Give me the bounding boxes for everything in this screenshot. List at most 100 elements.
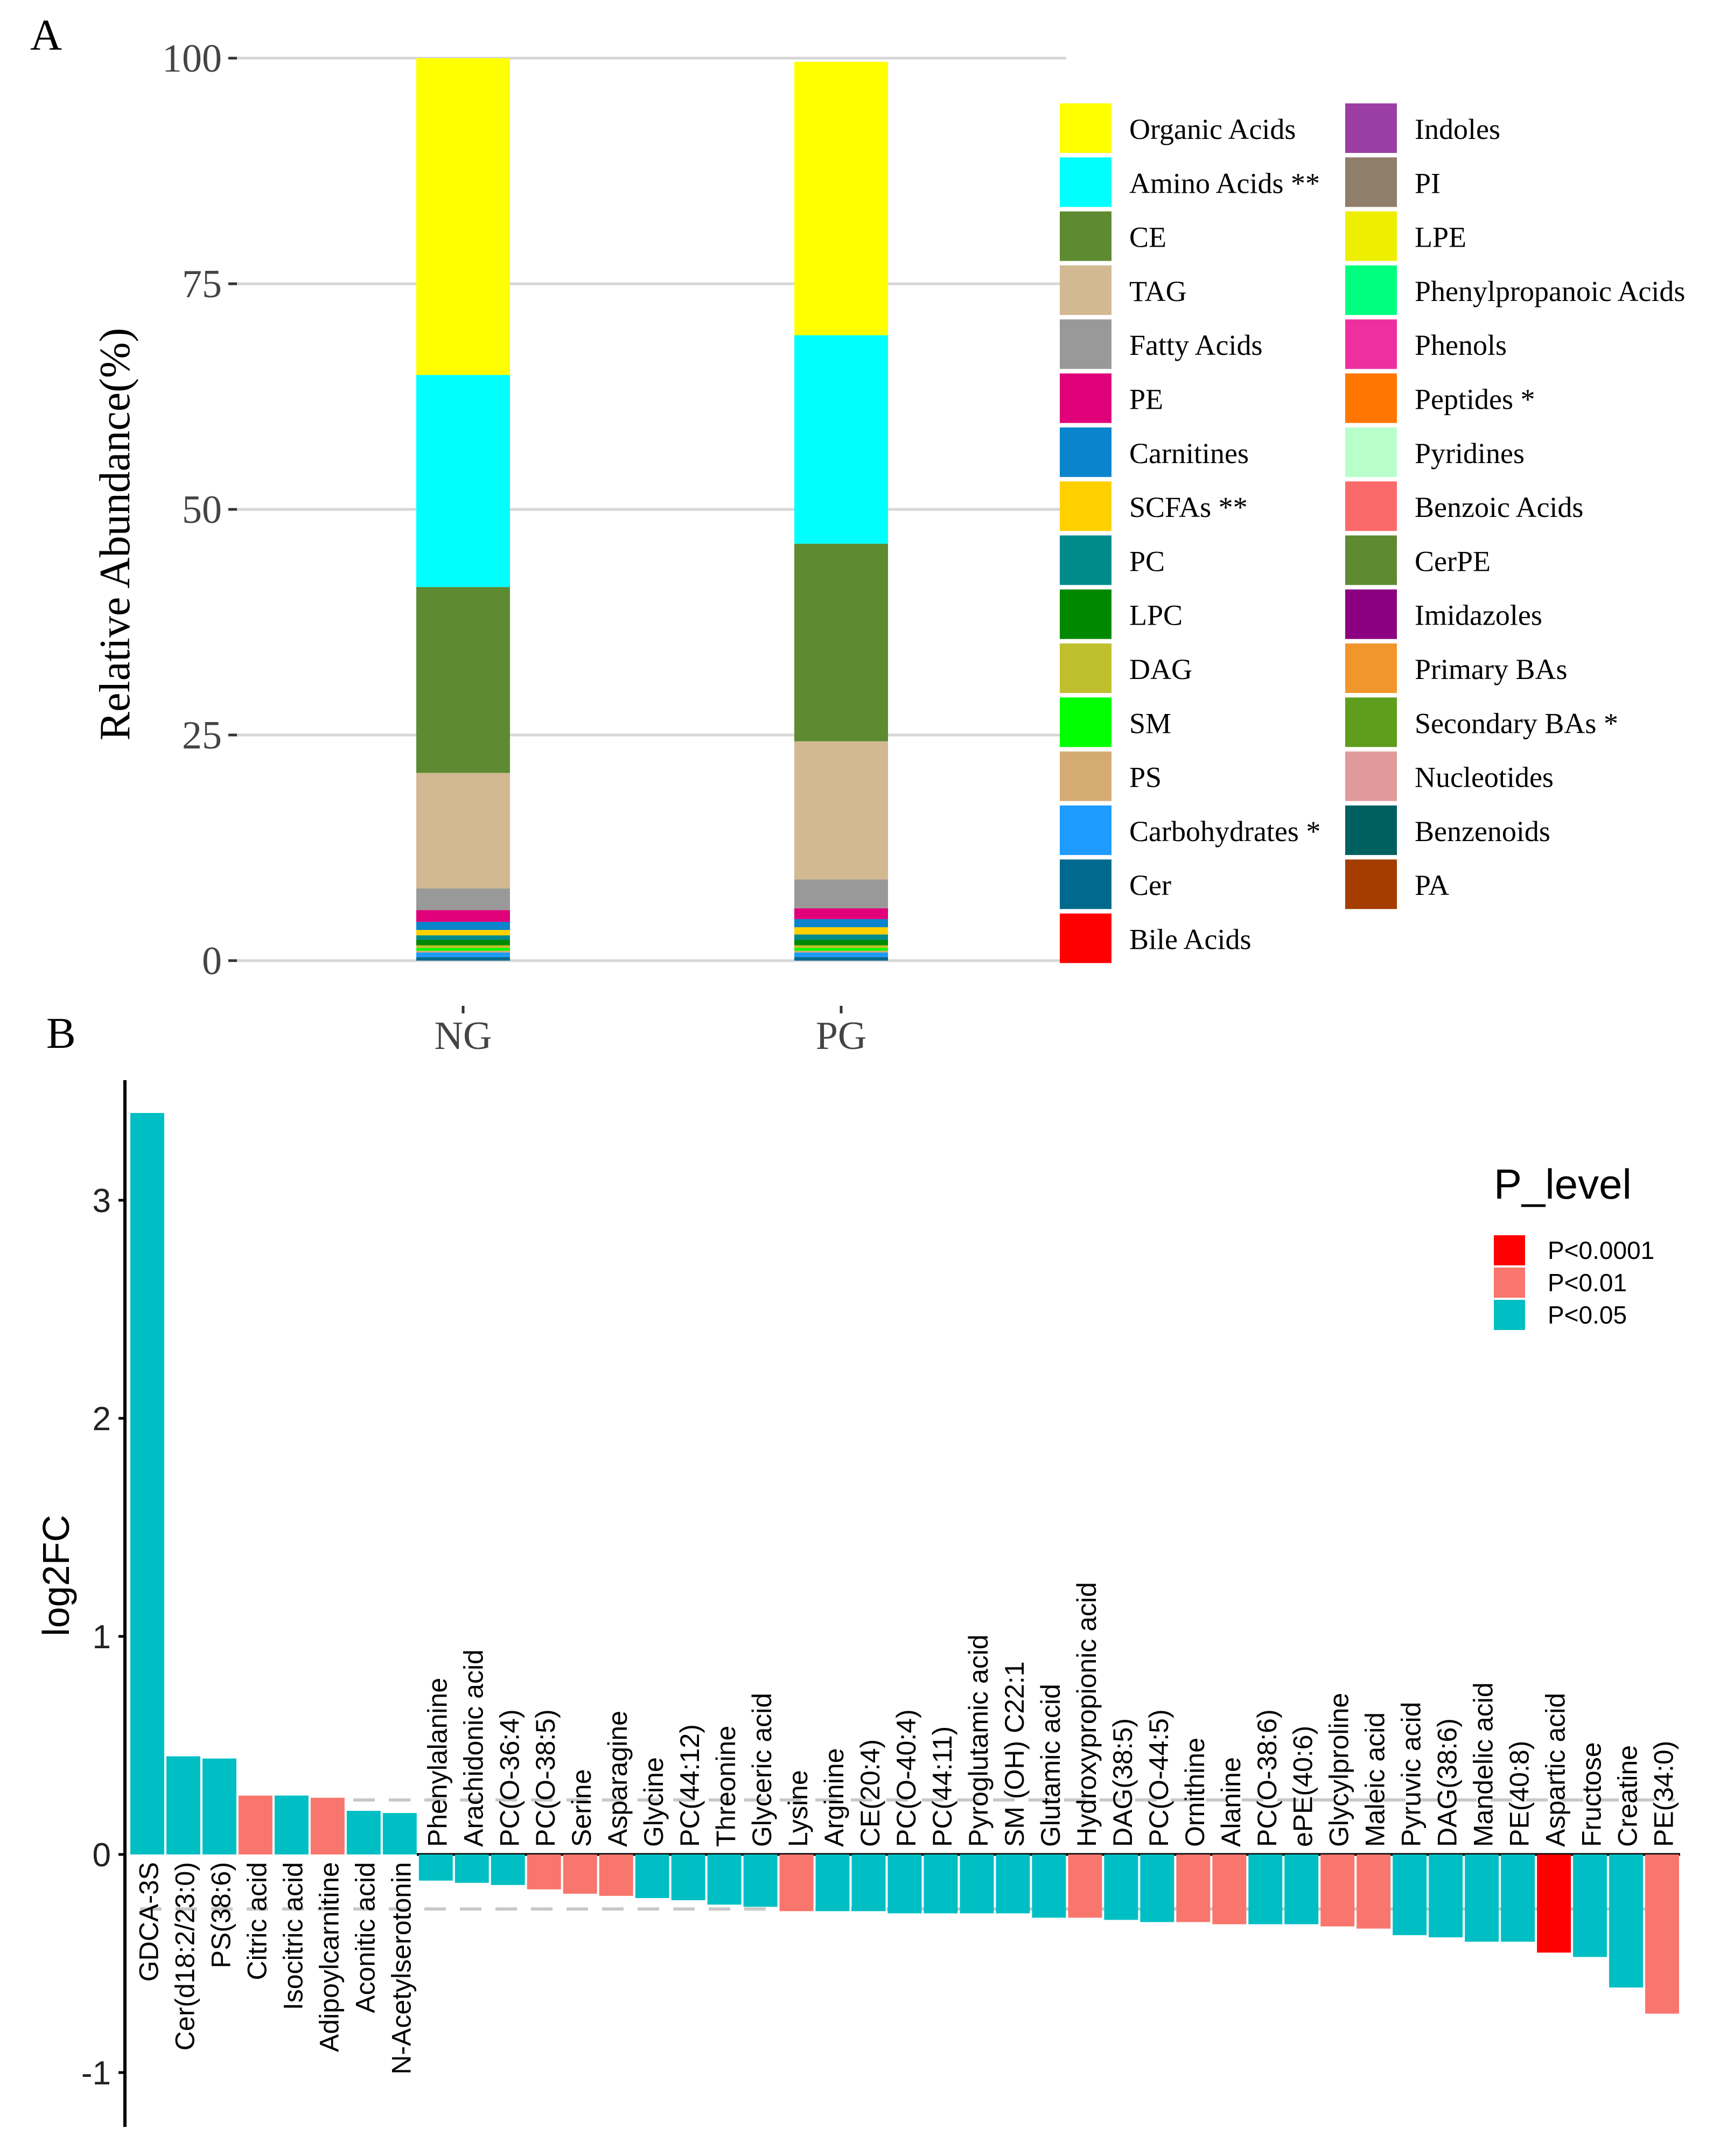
bar-ce-20-4 [851,1854,886,1912]
panel-a-bars [416,58,888,961]
category-label-n-acetylserotonin: N-Acetylserotonin [386,1862,416,2075]
category-label-epe-40-6: ePE(40:6) [1288,1726,1318,1847]
bar-glyceric-acid [743,1854,778,1907]
category-label-threonine: Threonine [711,1726,741,1847]
category-label-lysine: Lysine [783,1770,813,1847]
bar-segment-ng-fatty-acids [416,888,510,911]
bar-segment-pg-fatty-acids [794,879,888,908]
bar-fructose [1573,1854,1607,1957]
category-label-phenylalanine: Phenylalanine [422,1678,452,1847]
x-tick-label-pg: PG [816,1014,867,1058]
category-label-aconitic-acid: Aconitic acid [350,1862,380,2013]
bar-segment-pg-carnitines [794,919,888,927]
legend-swatch-p-0-01 [1494,1268,1525,1298]
legend-swatch-scfas [1060,481,1111,531]
bar-dag-38-6 [1429,1854,1463,1937]
legend-swatch-pyridines [1345,427,1397,477]
legend-label-fatty-acids: Fatty Acids [1129,329,1263,361]
category-label-creatine: Creatine [1613,1745,1643,1847]
category-label-fructose: Fructose [1577,1742,1607,1847]
bar-segment-pg-lpc [794,940,888,946]
y-tick-label-75: 75 [182,262,222,306]
panel-b-log2fc-bar-chart: -1 0 1 2 3 GDCA-3S Cer(d18:2/23:0) PS(38:6) Cit… [35,1080,1680,2127]
legend-label-dag: DAG [1129,653,1192,685]
category-label-arginine: Arginine [819,1748,849,1847]
bar-pe-34-0 [1645,1854,1679,2014]
x-tick-label-ng: NG [435,1014,492,1058]
legend-swatch-pa [1345,859,1397,909]
bar-cer-d18-2-23-0 [166,1756,200,1854]
category-label-alanine: Alanine [1216,1757,1246,1847]
bar-segment-pg-ps [794,950,888,953]
bar-asparagine [599,1854,633,1896]
bar-segment-pg-scfas [794,927,888,935]
bar-n-acetylserotonin [382,1813,417,1854]
category-label-pc-44-12: PC(44:12) [675,1724,705,1847]
legend-swatch-primary-bas [1345,643,1397,693]
legend-swatch-cer [1060,859,1111,909]
legend-label-p-0-01: P<0.01 [1548,1269,1627,1297]
bar-sm-oh-c22-1 [996,1854,1030,1914]
bar-segment-ng-ce [416,587,510,773]
category-label-pc-44-11: PC(44:11) [927,1726,957,1847]
category-label-isocitric-acid: Isocitric acid [278,1862,308,2010]
legend-label-amino-acids: Amino Acids ** [1129,167,1320,199]
legend-swatch-ps [1060,751,1111,801]
y-tick-label-1: -1 [81,2055,111,2092]
bar-glycine [635,1854,669,1898]
panel-a-y-axis: 0 25 50 75 100 [162,37,237,983]
legend-label-primary-bas: Primary BAs [1415,653,1568,685]
legend-label-imidazoles: Imidazoles [1415,599,1542,632]
bar-segment-pg-carbohydrates [794,952,888,957]
bar-segment-ng-lpc [416,940,510,946]
legend-swatch-benzenoids [1345,805,1397,855]
bar-lysine [779,1854,814,1912]
y-tick-label-0: 0 [202,939,222,983]
legend-swatch-pc [1060,535,1111,585]
legend-label-cerpe: CerPE [1415,545,1491,577]
legend-label-bile-acids: Bile Acids [1129,923,1251,956]
bar-segment-ng-tag [416,773,510,888]
bar-creatine [1609,1854,1644,1988]
bar-threonine [707,1854,742,1905]
y-tick-label-100: 100 [162,37,222,81]
legend-label-pyridines: Pyridines [1415,437,1525,470]
panel-a-y-axis-title: Relative Abundance(%) [92,328,139,740]
category-label-citric-acid: Citric acid [242,1862,272,1980]
legend-label-cer: Cer [1129,869,1171,901]
bar-pc-44-11 [924,1854,958,1914]
legend-label-lpc: LPC [1129,599,1183,632]
y-tick-label-0: 0 [93,1837,111,1874]
legend-label-pc: PC [1129,545,1165,577]
category-label-pe-40-8: PE(40:8) [1505,1741,1535,1847]
legend-label-pe: PE [1129,383,1163,416]
legend-swatch-nucleotides [1345,751,1397,801]
bar-pc-44-12 [671,1854,705,1901]
category-label-adipoylcarnitine: Adipoylcarnitine [314,1862,344,2052]
bar-mandelic-acid [1465,1854,1499,1942]
legend-label-peptides: Peptides * [1415,383,1535,416]
category-label-ornithine: Ornithine [1180,1738,1210,1847]
bar-isocitric-acid [274,1795,309,1854]
bar-dag-38-5 [1104,1854,1138,1920]
legend-label-sm: SM [1129,707,1171,739]
legend-label-secondary-bas: Secondary BAs * [1415,707,1618,739]
bar-segment-pg-tag [794,741,888,880]
bar-pc-o-38-6 [1248,1854,1283,1924]
category-label-dag-38-5: DAG(38:5) [1108,1718,1138,1847]
legend-label-benzoic-acids: Benzoic Acids [1415,491,1583,523]
bar-segment-pg-sm [794,948,888,951]
panel-a-label: A [30,10,62,59]
panel-a-stacked-bar-chart: 0 25 50 75 100 NG PG Relative Abundance(%) Or… [92,37,1685,1058]
legend-swatch-secondary-bas [1345,697,1397,747]
legend-label-lpe: LPE [1415,221,1466,254]
legend-label-organic-acids: Organic Acids [1129,113,1296,145]
panel-b-category-labels: GDCA-3S Cer(d18:2/23:0) PS(38:6) Citric aci… [134,1582,1679,2075]
panel-a-gridlines [232,57,1066,962]
category-label-pe-34-0: PE(34:0) [1649,1741,1679,1847]
bar-segment-pg-cer [794,957,888,961]
legend-swatch-imidazoles [1345,589,1397,639]
panel-b-bars [130,1113,1680,2014]
category-label-glycine: Glycine [639,1757,669,1847]
